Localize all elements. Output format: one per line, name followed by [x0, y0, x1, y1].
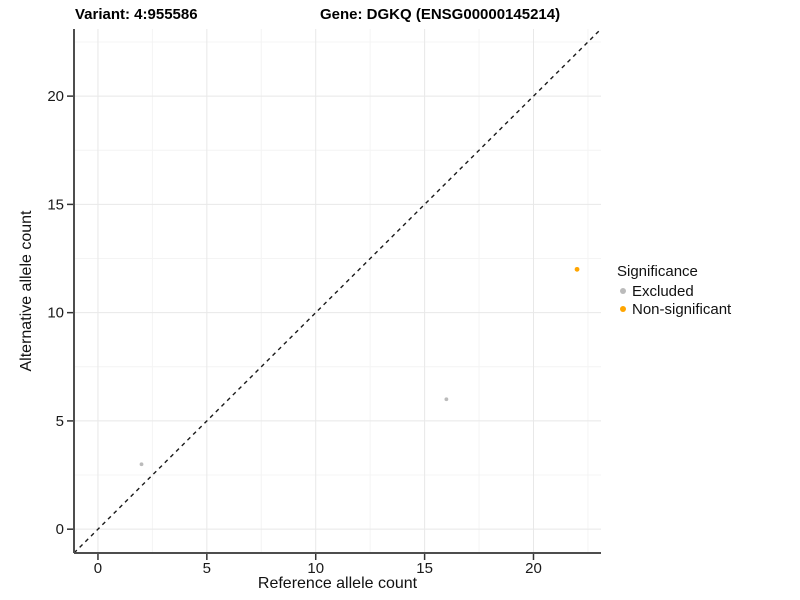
x-tick-label: 10 — [307, 560, 324, 577]
legend-item-excluded: Excluded — [617, 282, 731, 300]
x-axis-title: Reference allele count — [257, 575, 418, 592]
data-point-excluded — [444, 397, 449, 402]
legend-label-excluded: Excluded — [632, 282, 694, 300]
y-tick-label: 0 — [56, 521, 64, 538]
non-significant-dot-icon — [620, 306, 626, 312]
identity-line — [73, 28, 602, 554]
plot-title-variant: Variant: 4:955586 — [75, 6, 198, 23]
legend-title: Significance — [617, 263, 698, 280]
y-tick-label: 15 — [47, 196, 64, 213]
y-tick-label: 20 — [47, 88, 64, 105]
legend-item-non-significant: Non-significant — [617, 300, 731, 318]
legend-label-non-significant: Non-significant — [632, 300, 732, 318]
data-point-excluded — [139, 462, 144, 467]
legend: Significance Excluded Non-significant — [617, 263, 731, 318]
x-tick-label: 20 — [525, 560, 542, 577]
y-tick-label: 5 — [56, 413, 64, 430]
x-tick-label: 0 — [94, 560, 102, 577]
x-tick-label: 5 — [203, 560, 211, 577]
x-tick-label: 15 — [416, 560, 433, 577]
data-point-non-significant — [574, 266, 580, 272]
y-axis-title: Alternative allele count — [18, 210, 35, 372]
y-tick-label: 10 — [47, 305, 64, 322]
excluded-dot-icon — [620, 288, 626, 294]
plot-title-gene: Gene: DGKQ (ENSG00000145214) — [320, 6, 561, 23]
